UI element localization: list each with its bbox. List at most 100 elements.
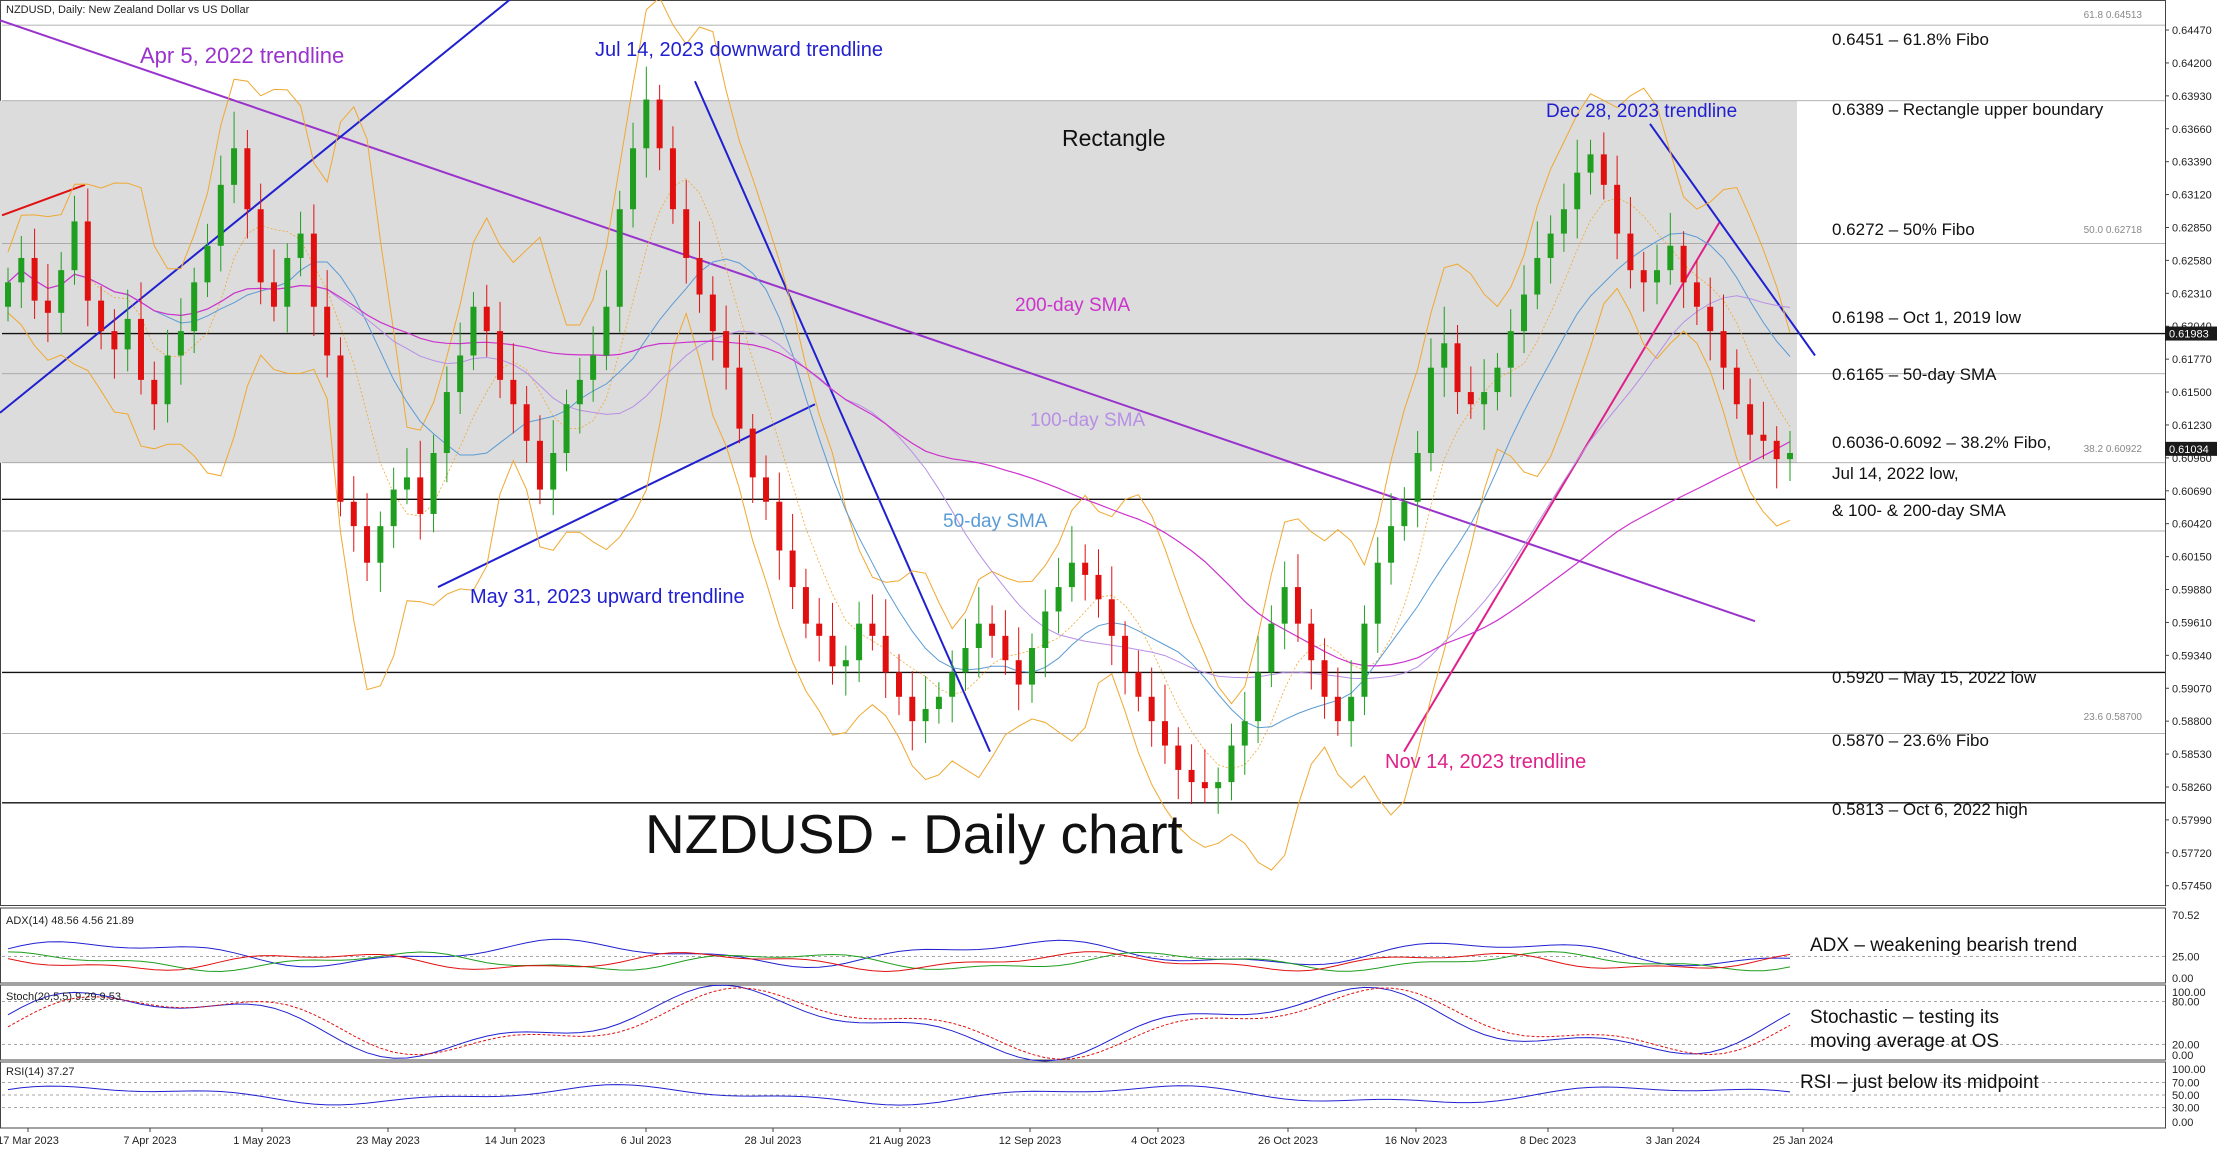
stoch-k-line xyxy=(7,984,1791,1062)
candle-body xyxy=(177,331,184,356)
y-tick-label: 0.60150 xyxy=(2172,552,2212,564)
rsi-tick-label: 50.00 xyxy=(2172,1090,2200,1102)
candle-body xyxy=(377,526,384,563)
candle-body xyxy=(483,306,490,332)
y-tick-label: 0.63930 xyxy=(2172,91,2212,103)
rsi-tick-label: 100.00 xyxy=(2172,1064,2206,1076)
candle-body xyxy=(696,257,703,295)
candle-body xyxy=(1414,453,1421,502)
candle-body xyxy=(882,635,889,673)
candle-body xyxy=(1614,184,1621,234)
candle-body xyxy=(802,587,809,624)
chart-title: NZDUSD - Daily chart xyxy=(645,803,1183,865)
candle-body xyxy=(1388,526,1395,563)
annotation-dec28-trendline: Dec 28, 2023 trendline xyxy=(1546,101,1737,122)
y-tick-label: 0.62310 xyxy=(2172,288,2212,300)
y-tick-label: 0.64470 xyxy=(2172,25,2212,37)
fibo-tag-382: 38.2 0.60922 xyxy=(2084,444,2143,455)
annotation-apr5-trendline: Apr 5, 2022 trendline xyxy=(140,43,344,68)
candle-body xyxy=(417,477,424,514)
candle-body xyxy=(590,355,597,380)
candle-body xyxy=(137,318,144,380)
candle-body xyxy=(550,453,557,490)
candle-body xyxy=(1720,331,1727,368)
trendline-nov14-2023 xyxy=(1403,220,1721,753)
current-price-box xyxy=(2165,441,2217,456)
candle-body xyxy=(324,306,331,356)
level-label-6198: 0.6198 – Oct 1, 2019 low xyxy=(1832,308,2022,327)
candle-body xyxy=(1082,562,1089,575)
y-tick-label: 0.64200 xyxy=(2172,58,2212,70)
trendline-early-upward xyxy=(0,0,512,414)
stoch-tick-label: 0.00 xyxy=(2172,1050,2193,1062)
candle-body xyxy=(270,282,277,307)
candle-body xyxy=(1175,745,1182,770)
y-tick-label: 0.63660 xyxy=(2172,124,2212,136)
y-tick-label: 0.62580 xyxy=(2172,255,2212,267)
candle-body xyxy=(736,367,743,429)
level-label-6165: 0.6165 – 50-day SMA xyxy=(1832,365,1997,384)
adx-minus-di-line xyxy=(7,951,1791,973)
candle-body xyxy=(1667,245,1674,271)
candle-body xyxy=(1773,440,1780,460)
sma-layer xyxy=(7,232,1791,729)
trendline-apr5-2022 xyxy=(0,19,1756,623)
rsi-tick-label: 70.00 xyxy=(2172,1078,2200,1090)
candle-body xyxy=(1507,331,1514,368)
adx-header: ADX(14) 48.56 4.56 21.89 xyxy=(6,915,134,927)
y-tick-label: 0.59880 xyxy=(2172,585,2212,597)
level-price-label: 0.61983 xyxy=(2169,329,2209,341)
date-axis: 17 Mar 2023 7 Apr 2023 1 May 2023 23 May 20… xyxy=(0,1128,1833,1147)
y-tick-label: 0.57450 xyxy=(2172,881,2212,893)
annotation-50-sma: 50-day SMA xyxy=(943,511,1048,532)
level-label-sma: & 100- & 200-day SMA xyxy=(1832,501,2007,520)
x-tick-label: 14 Jun 2023 xyxy=(485,1135,546,1147)
y-tick-label: 0.60960 xyxy=(2172,453,2212,465)
x-tick-label: 28 Jul 2023 xyxy=(745,1135,802,1147)
fibo-tag-618: 61.8 0.64513 xyxy=(2084,10,2143,21)
sma-200-line xyxy=(7,269,1791,667)
oscillators-layer: 70.5225.000.00100.0080.0020.000.00100.00… xyxy=(2,910,2206,1129)
candle-body xyxy=(1574,172,1581,210)
y-tick-label: 0.58260 xyxy=(2172,782,2212,794)
candle-body xyxy=(31,257,38,301)
candle-body xyxy=(1361,623,1368,697)
candle-body xyxy=(231,148,238,185)
candle-body xyxy=(1401,501,1408,527)
candle-body xyxy=(975,623,982,649)
level-label-5813: 0.5813 – Oct 6, 2022 high xyxy=(1832,800,2028,819)
candle-body xyxy=(1015,660,1022,685)
level-label-6389: 0.6389 – Rectangle upper boundary xyxy=(1832,100,2104,119)
stoch-tick-label: 20.00 xyxy=(2172,1040,2200,1052)
candle-body xyxy=(1228,745,1235,783)
x-tick-label: 7 Apr 2023 xyxy=(123,1135,176,1147)
candle-body xyxy=(1308,623,1315,661)
price-axis: 0.64470 0.64200 0.63930 0.63660 0.63390 0.631… xyxy=(2165,25,2217,893)
candle-body xyxy=(856,623,863,661)
candle-body xyxy=(1148,696,1155,722)
candle-body xyxy=(1241,721,1248,746)
candle-body xyxy=(669,148,676,210)
bollinger-layer xyxy=(7,0,1791,871)
candle-body xyxy=(1747,404,1754,435)
candle-body xyxy=(297,233,304,258)
candle-body xyxy=(896,672,902,697)
candle-body xyxy=(909,696,916,722)
x-tick-label: 4 Oct 2023 xyxy=(1131,1135,1185,1147)
adx-tick-label: 25.00 xyxy=(2172,951,2200,963)
x-tick-label: 6 Jul 2023 xyxy=(621,1135,672,1147)
candle-body xyxy=(1374,562,1381,624)
candle-body xyxy=(1427,367,1434,453)
x-tick-label: 17 Mar 2023 xyxy=(0,1135,59,1147)
adx-plus-di-line xyxy=(7,951,1791,973)
candle-body xyxy=(1042,611,1049,649)
stoch-tick-label: 100.00 xyxy=(2172,987,2206,999)
candle-body xyxy=(842,660,849,667)
candle-body xyxy=(403,477,410,490)
levels-layer xyxy=(2,24,2165,804)
level-label-6272: 0.6272 – 50% Fibo xyxy=(1832,220,1975,239)
candle-body xyxy=(124,318,131,350)
candle-body xyxy=(497,331,504,380)
candle-body xyxy=(1467,392,1474,405)
